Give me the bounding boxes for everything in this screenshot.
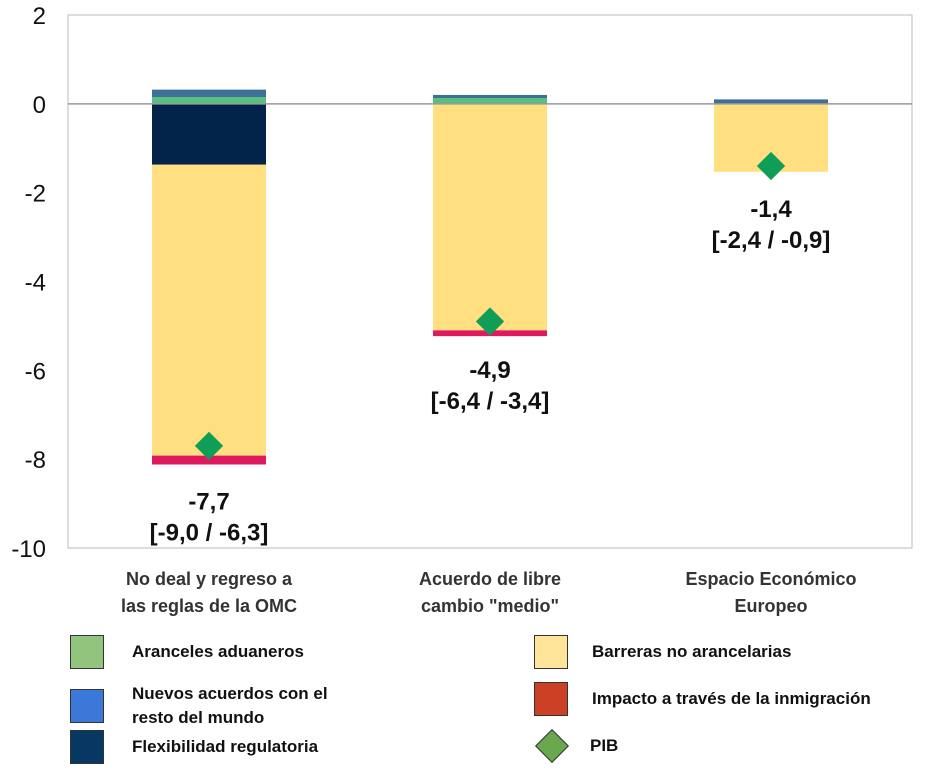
legend-swatch [70, 635, 104, 669]
pib-value-label: -7,7 [188, 488, 229, 515]
y-tick-label: -10 [11, 536, 46, 563]
x-tick-label: No deal y regreso a [126, 569, 293, 589]
bar-segment [433, 94, 547, 99]
plot-frame [67, 14, 913, 549]
bar-segment [152, 164, 266, 456]
pib-range-label: [-2,4 / -0,9] [712, 227, 831, 254]
y-tick-label: 2 [33, 3, 46, 30]
legend-swatch [534, 682, 568, 716]
bar-segment [433, 98, 547, 104]
legend-label: Impacto a través de la inmigración [592, 689, 871, 708]
y-tick-label: 0 [33, 92, 46, 119]
y-tick-label: -2 [25, 181, 46, 208]
x-tick-label: Europeo [734, 596, 807, 616]
x-tick-label: las reglas de la OMC [121, 596, 297, 616]
pib-value-label: -4,9 [469, 357, 510, 384]
legend-label: Aranceles aduaneros [132, 642, 304, 661]
y-tick-label: -6 [25, 358, 46, 385]
legend-swatch [70, 689, 104, 723]
bar-segment [152, 97, 266, 104]
legend-item: Aranceles aduaneros [70, 635, 304, 669]
legend-label: PIB [590, 736, 619, 755]
bar-segment [152, 103, 266, 165]
legend-label: Barreras no arancelarias [592, 642, 792, 661]
pib-marker [475, 307, 505, 336]
x-tick-label: Acuerdo de libre [419, 569, 561, 589]
legend-swatch [70, 730, 104, 764]
pib-range-label: [-9,0 / -6,3] [150, 519, 269, 546]
bar-segment [152, 89, 266, 98]
legend-item: PIB [534, 728, 618, 764]
legend-item: Impacto a través de la inmigración [534, 682, 871, 716]
legend-item: Nuevos acuerdos con el resto del mundo [70, 682, 362, 730]
pib-range-label: [-6,4 / -3,4] [431, 388, 550, 415]
bar-segment [714, 99, 828, 104]
x-tick-label: cambio "medio" [421, 596, 559, 616]
bar-segment [152, 455, 266, 465]
legend-label: Flexibilidad regulatoria [132, 737, 319, 756]
y-tick-label: -8 [25, 447, 46, 474]
legend-diamond-icon [535, 729, 569, 763]
legend-item: Barreras no arancelarias [534, 635, 791, 669]
y-tick-label: -4 [25, 270, 46, 297]
x-tick-label: Espacio Económico [685, 569, 856, 589]
legend-item: Flexibilidad regulatoria [70, 730, 318, 764]
pib-value-label: -1,4 [750, 196, 792, 223]
bar-segment [433, 103, 547, 331]
legend-label: Nuevos acuerdos con el resto del mundo [132, 684, 328, 727]
legend-swatch [534, 635, 568, 669]
pib-marker [756, 151, 786, 181]
